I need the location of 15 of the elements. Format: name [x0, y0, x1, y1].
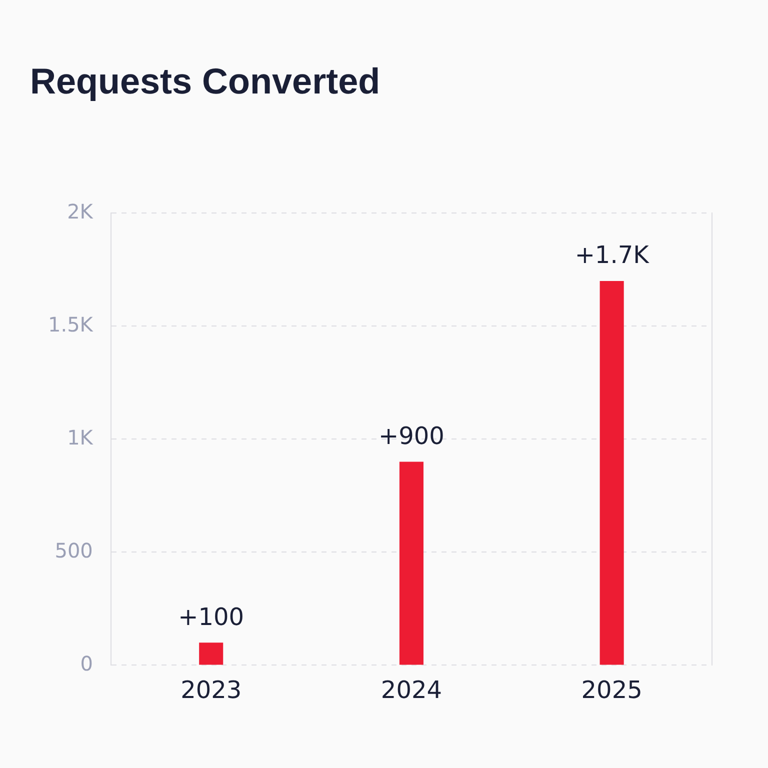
data-label: +1.7K — [574, 241, 650, 270]
y-tick-label: 1K — [67, 425, 94, 450]
y-tick-label: 1.5K — [48, 312, 94, 336]
bar — [600, 281, 624, 665]
y-tick-label: 2K — [67, 199, 94, 224]
y-tick-label: 500 — [54, 538, 93, 562]
data-label: +900 — [378, 422, 444, 450]
chart-title: Requests Converted — [30, 60, 380, 102]
x-tick-label: 2023 — [180, 676, 242, 704]
x-tick-label: 2025 — [581, 676, 642, 704]
y-tick-label: 0 — [80, 651, 93, 676]
bar — [399, 462, 424, 665]
x-tick-label: 2024 — [380, 676, 442, 704]
data-label: +100 — [178, 602, 244, 631]
bar — [199, 642, 224, 665]
